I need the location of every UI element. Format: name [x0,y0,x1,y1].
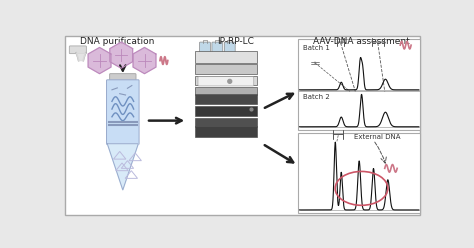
FancyBboxPatch shape [195,64,257,74]
FancyBboxPatch shape [195,118,257,127]
Polygon shape [107,144,138,190]
FancyBboxPatch shape [198,77,254,86]
Text: Batch 1: Batch 1 [302,45,329,51]
Text: IP-RP-LC: IP-RP-LC [218,37,255,46]
FancyBboxPatch shape [107,80,139,145]
FancyBboxPatch shape [195,94,257,104]
Text: Batch 2: Batch 2 [302,94,329,100]
FancyBboxPatch shape [224,42,235,58]
Text: DNA purification: DNA purification [80,37,155,46]
FancyBboxPatch shape [298,133,420,213]
FancyBboxPatch shape [195,87,257,95]
FancyBboxPatch shape [195,126,257,137]
Text: External DNA: External DNA [354,134,400,140]
Polygon shape [88,47,111,74]
Text: AAV-DNA assessment: AAV-DNA assessment [313,37,410,46]
FancyBboxPatch shape [212,42,223,58]
FancyBboxPatch shape [195,76,257,85]
FancyBboxPatch shape [195,106,257,116]
Polygon shape [133,47,156,74]
FancyBboxPatch shape [298,39,420,130]
FancyBboxPatch shape [109,74,136,82]
FancyBboxPatch shape [195,51,257,63]
FancyBboxPatch shape [200,42,210,58]
Polygon shape [76,53,86,61]
Circle shape [228,79,232,83]
Polygon shape [110,42,133,68]
FancyBboxPatch shape [69,46,86,54]
FancyBboxPatch shape [65,36,420,215]
